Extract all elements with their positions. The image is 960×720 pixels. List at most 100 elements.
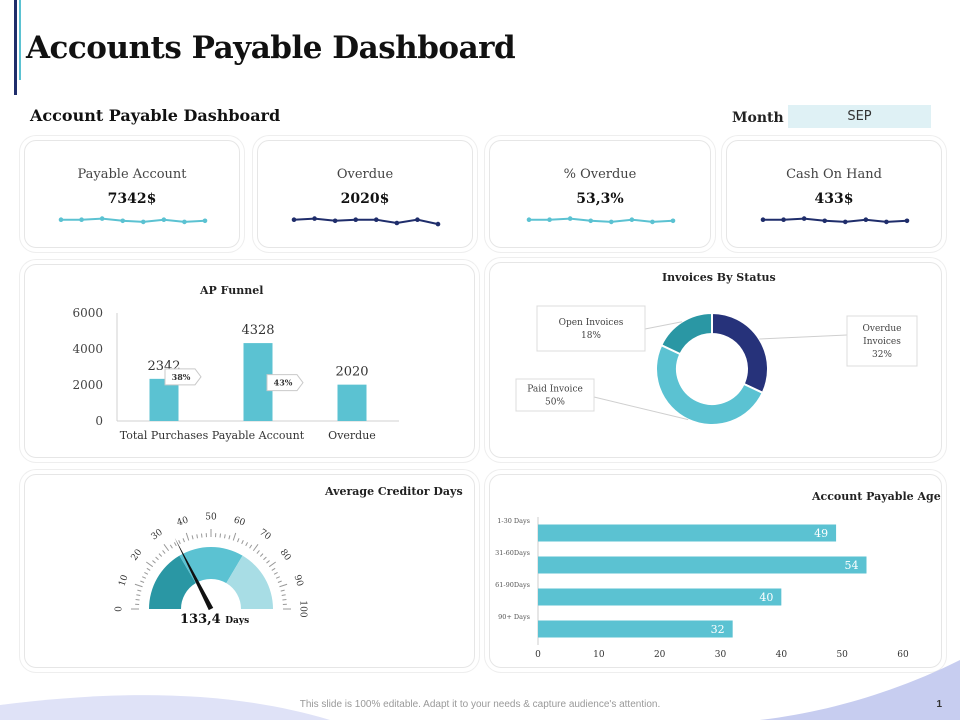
bar-value-label: 49 <box>814 527 828 540</box>
kpi-value: 433$ <box>814 191 854 207</box>
sparkline-line <box>293 217 439 226</box>
gauge-tick <box>280 589 285 592</box>
conversion-arrow <box>266 374 304 392</box>
payable-age-title: Account Payable Age <box>812 490 941 503</box>
kpi-card-payable-account: Payable Account 7342$ <box>24 140 240 248</box>
callout-line <box>593 396 689 421</box>
sparkline-point <box>588 218 594 224</box>
gauge-tick <box>281 594 286 596</box>
invoices-status-chart: Overdue Invoices 32% Paid Invoice 50% Open In… <box>515 305 918 426</box>
gauge-tick <box>191 535 194 540</box>
gauge-tick <box>169 544 173 549</box>
kpi-value: 7342$ <box>107 191 157 207</box>
donut-slice <box>659 311 713 356</box>
page-number: 1 <box>936 699 942 710</box>
sparkline-point <box>182 219 187 225</box>
gauge-band <box>149 555 196 609</box>
dashboard-subtitle: Account Payable Dashboard <box>30 106 281 125</box>
sparkline-point <box>567 216 573 221</box>
gauge-tick <box>228 535 231 540</box>
gauge-tick <box>135 598 140 601</box>
gauge-scale-label: 40 <box>176 515 190 528</box>
ap-funnel-panel: AP Funnel 0 2000 4000 6000 2342 Total Purchas… <box>24 264 475 458</box>
kpi-label: Cash On Hand <box>786 167 882 182</box>
kpi-label: Overdue <box>336 167 394 182</box>
callout-box <box>846 315 918 367</box>
gauge-tick <box>224 534 226 539</box>
gauge-tick <box>185 532 190 541</box>
x-tick-label: Payable Account <box>212 429 305 442</box>
callout-label: 50% <box>545 398 565 408</box>
sparkline-point <box>291 217 297 222</box>
gauge-tick <box>249 544 253 549</box>
y-tick-label: 61-90Days <box>495 581 530 589</box>
callout-line <box>759 334 848 340</box>
y-tick-label: 2000 <box>72 378 103 392</box>
sparkline-point <box>161 217 167 222</box>
sparkline-point <box>435 221 441 227</box>
gauge-tick <box>271 567 276 571</box>
gauge-tick <box>152 560 156 564</box>
bar <box>337 384 367 421</box>
x-tick-label: 60 <box>897 650 909 660</box>
gauge-scale-label: 100 <box>298 600 308 617</box>
bar-value-label: 54 <box>845 559 859 572</box>
payable-age-chart: 0 10 20 30 40 50 60 49 1-30 Days 54 31-60Days 40 61-… <box>495 517 909 660</box>
gauge-tick <box>163 543 170 552</box>
gauge-tick <box>144 571 149 575</box>
bar <box>538 556 867 574</box>
footer-note: This slide is 100% editable. Adapt it to… <box>299 699 661 710</box>
sparkline-point <box>526 217 532 222</box>
payable-age-panel: Account Payable Age 0 10 20 30 40 50 60 49 1-30 … <box>489 474 942 668</box>
y-tick-label: 1-30 Days <box>497 517 530 525</box>
sparkline-point <box>629 217 635 222</box>
invoices-status-title: Invoices By Status <box>662 271 776 284</box>
kpi-label: Payable Account <box>77 167 187 182</box>
creditor-days-panel: Average Creditor Days 0 10 20 30 40 50 60 70 80 9… <box>24 474 475 668</box>
sparkline-point <box>79 217 84 222</box>
sparkline-point <box>670 218 676 224</box>
conversion-label: 43% <box>274 378 293 388</box>
sparkline-point <box>332 218 338 224</box>
sparkline-point <box>760 217 766 222</box>
y-tick-label: 90+ Days <box>498 613 530 621</box>
kpi-card-overdue: Overdue 2020$ <box>257 140 473 248</box>
x-tick-label: 10 <box>593 650 605 660</box>
sparkline-point <box>547 217 552 222</box>
gauge-tick <box>140 580 145 583</box>
sparkline-point <box>140 219 146 225</box>
callout-box <box>515 378 595 412</box>
x-tick-label: 30 <box>715 650 727 660</box>
gauge-tick <box>256 550 260 554</box>
gauge-scale-label: 80 <box>278 548 293 563</box>
month-selector[interactable]: SEP <box>788 105 931 128</box>
conversion-label: 38% <box>172 372 191 382</box>
conversion-arrow <box>164 368 202 386</box>
gauge-tick <box>232 532 237 541</box>
gauge-scale-label: 20 <box>130 547 145 562</box>
gauge-tick <box>282 598 287 601</box>
sparkline-point <box>415 217 420 222</box>
gauge-tick <box>279 583 288 588</box>
bar <box>538 524 837 542</box>
sparkline-point <box>58 217 64 222</box>
gauge-scale-label: 30 <box>150 527 165 542</box>
callout-label: Overdue <box>863 324 902 334</box>
sparkline-point <box>904 218 910 224</box>
callout-line <box>644 321 683 330</box>
gauge-tick <box>268 561 277 568</box>
gauge-tick <box>173 542 177 547</box>
sparkline-line <box>529 217 674 223</box>
kpi-card-cash-on-hand: Cash On Hand 433$ <box>726 140 942 248</box>
gauge-tick <box>237 538 240 543</box>
bar <box>149 378 179 421</box>
invoices-status-panel: Invoices By Status Overdue Invoices 32% Pai… <box>489 262 942 458</box>
kpi-value: 53,3% <box>576 191 624 207</box>
sparkline-line <box>61 217 206 223</box>
sparkline-point <box>99 216 105 221</box>
callout-label: 18% <box>581 331 601 341</box>
kpi-value: 2020$ <box>340 191 390 207</box>
sparkline-point <box>353 217 359 222</box>
gauge-tick <box>245 542 249 547</box>
